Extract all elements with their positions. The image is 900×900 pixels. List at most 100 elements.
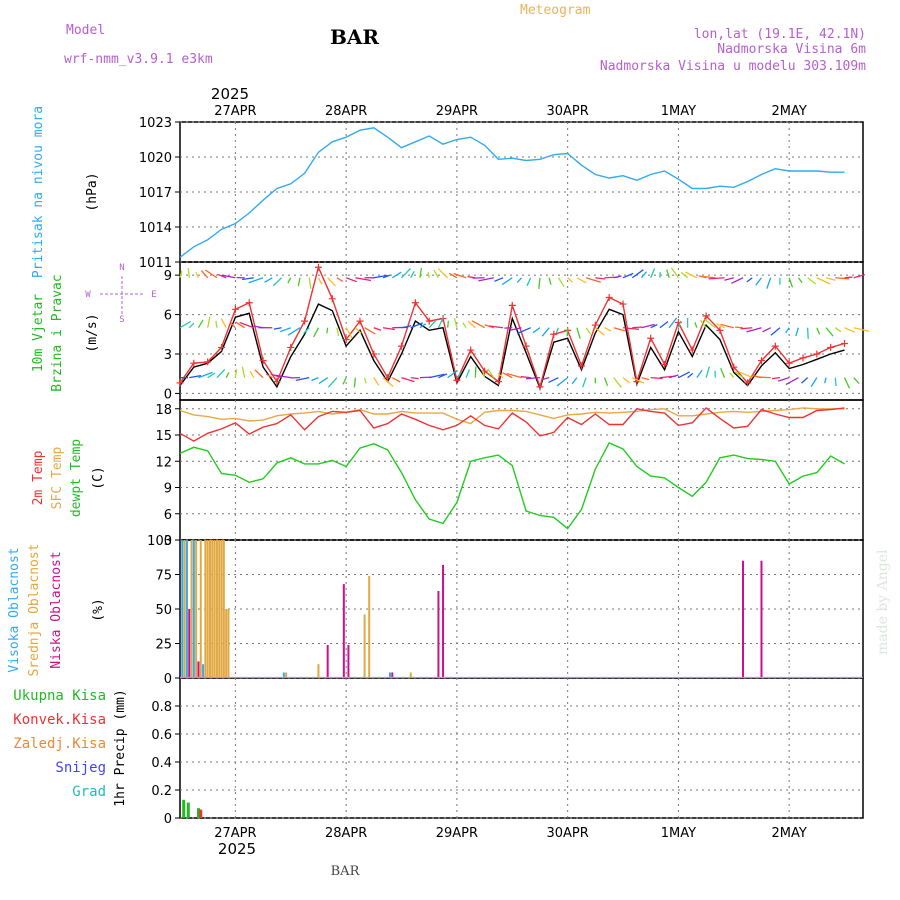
wind-arrow: [807, 277, 817, 285]
wind-arrow: [556, 377, 569, 387]
temp-sfc-label: SFC Temp: [50, 447, 65, 510]
wind-arrow: [264, 277, 273, 283]
wind-arrow: [465, 369, 471, 378]
gust-marker: [827, 343, 835, 351]
y-tick-label: 18: [155, 403, 172, 418]
temp-dewpt-label: dewpt Temp: [69, 439, 84, 517]
gust-marker: [591, 321, 599, 329]
wind-arrow: [364, 327, 376, 335]
cloud-high-label: Visoka Oblacnost: [7, 547, 22, 672]
wind-arrow: [287, 327, 301, 336]
precip-unit: 1hr Precip (mm): [113, 689, 128, 806]
y-tick-label: 25: [155, 638, 172, 653]
wind-arrow: [631, 377, 645, 384]
cloud-low-label: Niska Oblacnost: [49, 551, 64, 668]
wind-arrow: [200, 270, 209, 279]
wind-arrow: [670, 267, 679, 279]
wind-arrow: [650, 268, 656, 279]
gust-marker: [259, 357, 267, 365]
gust-marker: [204, 358, 212, 366]
wind-arrow: [631, 269, 644, 279]
wind-arrow: [363, 377, 367, 384]
wind-arrow: [801, 377, 809, 384]
gust-marker: [494, 378, 502, 386]
y-tick-label: 1011: [139, 256, 172, 271]
y-tick-label: 15: [155, 429, 172, 444]
data-marks: [176, 127, 870, 818]
wind-arrow: [622, 327, 639, 330]
date-tick-bottom: 29APR: [436, 826, 478, 841]
wind-arrow: [738, 371, 753, 379]
wind-arrow: [242, 277, 254, 281]
wind-arrow: [462, 322, 467, 329]
gust-marker: [785, 359, 793, 367]
wind-arrow: [448, 272, 458, 279]
wind-arrow: [313, 327, 320, 338]
dewpt-line: [179, 441, 845, 530]
precip-bar: [196, 808, 200, 818]
temp-2m-label: 2m Temp: [31, 450, 46, 505]
wind-arrow: [680, 271, 689, 279]
precip-bar: [186, 802, 190, 818]
location-label: lon,lat (19.1E, 42.1N): [694, 27, 866, 42]
compass-letter: S: [119, 315, 124, 325]
footer-label: BAR: [331, 864, 361, 879]
wind-arrow: [678, 371, 690, 379]
date-tick-bottom: 30APR: [546, 826, 588, 841]
panel-frame-3: [179, 399, 864, 541]
wind-arrow: [273, 327, 282, 330]
date-tick-top: 2MAY: [772, 104, 807, 119]
wind-arrow: [585, 327, 592, 335]
wind-arrow: [220, 318, 227, 329]
wind-arrow: [567, 277, 574, 283]
wind-arrow: [668, 317, 678, 329]
wind-arrow: [447, 320, 450, 328]
wind-arrow: [410, 377, 419, 380]
wind-arrow: [216, 369, 226, 379]
date-tick-bottom: 28APR: [325, 826, 367, 841]
wind-arrow: [613, 377, 622, 388]
wind-arrow: [373, 274, 388, 279]
gust-marker: [813, 350, 821, 358]
precip-legend-label: Grad: [72, 784, 106, 800]
wind-arrow: [401, 268, 411, 279]
wind-arrow: [410, 322, 424, 329]
wind-arrow: [576, 327, 581, 339]
wind-arrow: [342, 377, 347, 385]
gust-marker: [467, 346, 475, 354]
gust-marker: [398, 342, 406, 350]
wind-arrow: [703, 275, 716, 279]
date-tick-top: 29APR: [436, 104, 478, 119]
wind-arrow: [225, 372, 230, 378]
gust-marker: [218, 343, 226, 351]
gust-marker: [799, 354, 807, 362]
wind-arrow: [279, 327, 291, 333]
wind-arrow: [308, 277, 312, 289]
wind-arrow: [704, 318, 716, 329]
wind-arrow: [729, 372, 735, 379]
wind-arrow: [249, 370, 255, 378]
gust-marker: [342, 336, 350, 344]
date-tick-top: 1MAY: [661, 104, 696, 119]
date-tick-bottom: 2MAY: [772, 826, 807, 841]
pressure-unit: (hPa): [85, 172, 100, 211]
wind-arrow: [509, 327, 522, 331]
wind-arrow: [687, 372, 694, 379]
gust-marker: [273, 378, 281, 386]
gust-marker: [231, 305, 239, 313]
wind-arrow: [756, 376, 771, 379]
precip-legend-label: Snijeg: [55, 760, 106, 776]
wind-arrow: [696, 369, 703, 379]
wind-arrow: [557, 277, 565, 288]
wind-arrow: [641, 377, 650, 381]
pressure-label: Pritisak na nivou mora: [31, 106, 46, 278]
wind-arrow: [474, 366, 477, 378]
wind-arrow: [419, 323, 427, 329]
wind-arrow: [248, 277, 264, 284]
wind-arrow: [506, 372, 522, 379]
model-label: Model: [66, 23, 105, 38]
wind-arrow: [484, 324, 495, 329]
precip-legend-label: Ukupna Kisa: [13, 688, 106, 704]
wind-arrow: [853, 377, 860, 385]
gust-marker: [314, 263, 322, 271]
